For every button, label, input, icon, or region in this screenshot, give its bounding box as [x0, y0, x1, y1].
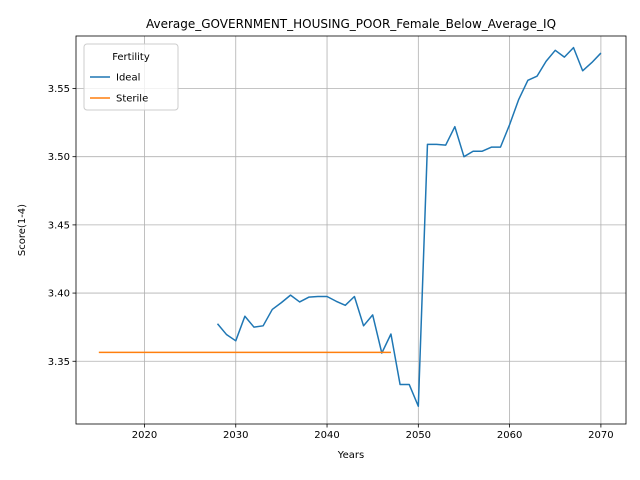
y-tick-label: 3.45 — [48, 220, 70, 231]
x-tick-label: 2070 — [588, 430, 613, 441]
plot-frame — [75, 35, 627, 425]
y-tick-label: 3.35 — [48, 357, 70, 368]
y-tick-label: 3.40 — [48, 289, 70, 300]
x-tick-label: 2050 — [406, 430, 431, 441]
legend-entries: Ideal Sterile — [90, 73, 148, 105]
y-axis: 3.35 3.40 3.45 3.50 3.55 — [48, 84, 76, 368]
x-tick-label: 2040 — [314, 430, 339, 441]
x-tick-label: 2020 — [132, 430, 157, 441]
legend-label-ideal: Ideal — [116, 73, 140, 84]
y-axis-title: Score(1-4) — [17, 204, 28, 256]
x-axis: 2020 2030 2040 2050 2060 2070 — [132, 424, 614, 441]
chart-title: Average_GOVERNMENT_HOUSING_POOR_Female_B… — [146, 17, 556, 31]
legend-title: Fertility — [112, 52, 150, 63]
x-axis-title: Years — [337, 450, 364, 461]
y-tick-label: 3.50 — [48, 152, 70, 163]
legend-box — [83, 43, 179, 111]
x-tick-label: 2060 — [497, 430, 522, 441]
legend-label-sterile: Sterile — [116, 94, 148, 105]
x-tick-label: 2030 — [223, 430, 248, 441]
series-lines — [98, 46, 602, 408]
legend: Fertility Ideal Sterile — [83, 43, 179, 111]
series-line-ideal — [216, 46, 602, 408]
y-tick-label: 3.55 — [48, 84, 70, 95]
